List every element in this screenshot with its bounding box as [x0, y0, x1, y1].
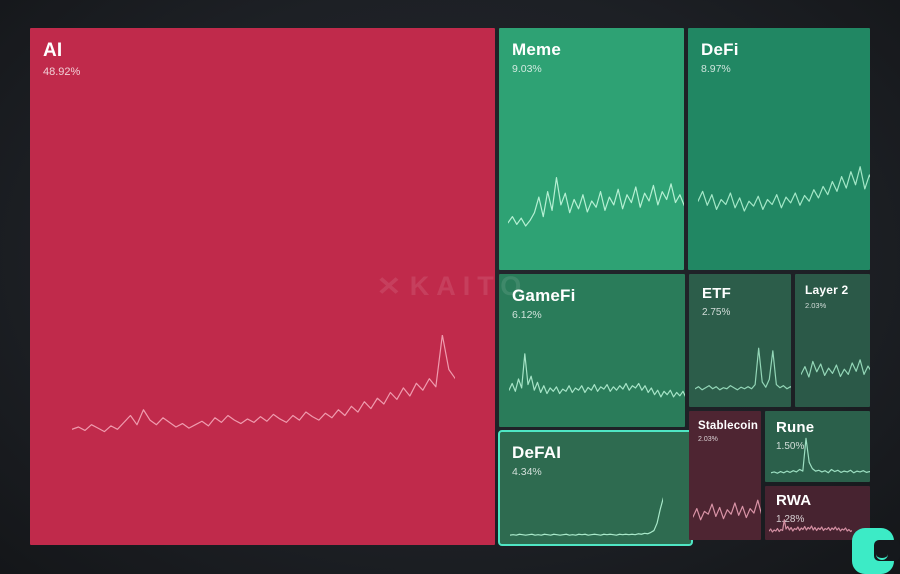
tile-name: DeFi	[701, 40, 739, 59]
treemap-tile-rune[interactable]: Rune 1.50%	[765, 411, 870, 482]
tile-header: Meme 9.03%	[499, 28, 684, 75]
sparkline	[509, 351, 685, 407]
tile-share: 2.03%	[805, 301, 827, 310]
tile-name: AI	[43, 40, 63, 61]
tile-header: Rune 1.50%	[765, 411, 870, 452]
treemap-tile-defi[interactable]: DeFi 8.97%	[688, 28, 870, 270]
tile-header: DeFAI 4.34%	[499, 431, 692, 478]
tile-header: AI 48.92%	[30, 28, 495, 78]
cookie-logo-icon	[852, 528, 900, 574]
tile-share: 1.28%	[776, 513, 805, 525]
sparkline	[698, 152, 870, 234]
tile-name: ETF	[702, 285, 731, 302]
tile-share: 6.12%	[512, 309, 542, 322]
tile-header: DeFi 8.97%	[688, 28, 870, 75]
treemap-tile-meme[interactable]: Meme 9.03%	[499, 28, 684, 270]
sparkline	[695, 343, 791, 395]
tile-header: ETF 2.75%	[689, 274, 791, 318]
treemap-tile-ai[interactable]: AI 48.92%	[30, 28, 495, 545]
tile-header: GameFi 6.12%	[499, 274, 685, 321]
treemap-tile-etf[interactable]: ETF 2.75%	[689, 274, 791, 407]
tile-share: 4.34%	[512, 466, 542, 479]
tile-name: Layer 2	[805, 283, 849, 297]
tile-header: Stablecoin 2.03%	[689, 411, 761, 443]
tile-share: 2.03%	[698, 436, 718, 444]
tile-name: Meme	[512, 40, 561, 59]
treemap-tile-stablecoin[interactable]: Stablecoin 2.03%	[689, 411, 761, 540]
tile-name: Rune	[776, 419, 815, 436]
tile-name: GameFi	[512, 286, 576, 305]
tile-name: RWA	[776, 492, 812, 509]
tile-share: 2.75%	[702, 306, 731, 318]
sparkline	[72, 335, 455, 450]
cookie-logo-smile	[876, 552, 888, 560]
tile-header: RWA 1.28%	[765, 486, 870, 525]
sparkline	[508, 162, 684, 240]
tile-header: Layer 2 2.03%	[795, 274, 870, 310]
sparkline	[693, 475, 761, 531]
sparkline	[510, 491, 663, 537]
tile-name: DeFAI	[512, 443, 562, 462]
tile-share: 48.92%	[43, 65, 81, 78]
treemap-tile-gamefi[interactable]: GameFi 6.12%	[499, 274, 685, 427]
tile-share: 1.50%	[776, 440, 805, 452]
tile-name: Stablecoin	[698, 420, 759, 432]
treemap-tile-layer2[interactable]: Layer 2 2.03%	[795, 274, 870, 407]
tile-share: 8.97%	[701, 63, 731, 76]
sparkline	[801, 338, 870, 390]
treemap-tile-defai-selected[interactable]: DeFAI 4.34%	[498, 430, 693, 546]
tile-share: 9.03%	[512, 63, 542, 76]
treemap-tile-rwa[interactable]: RWA 1.28%	[765, 486, 870, 540]
